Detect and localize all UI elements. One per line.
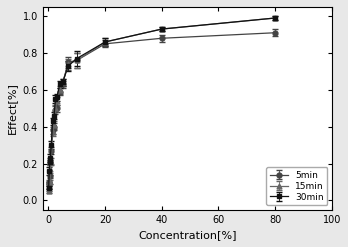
X-axis label: Concentration[%]: Concentration[%] (138, 230, 237, 240)
Y-axis label: Effect[%]: Effect[%] (7, 82, 17, 134)
Legend: 5min, 15min, 30min: 5min, 15min, 30min (266, 167, 327, 205)
